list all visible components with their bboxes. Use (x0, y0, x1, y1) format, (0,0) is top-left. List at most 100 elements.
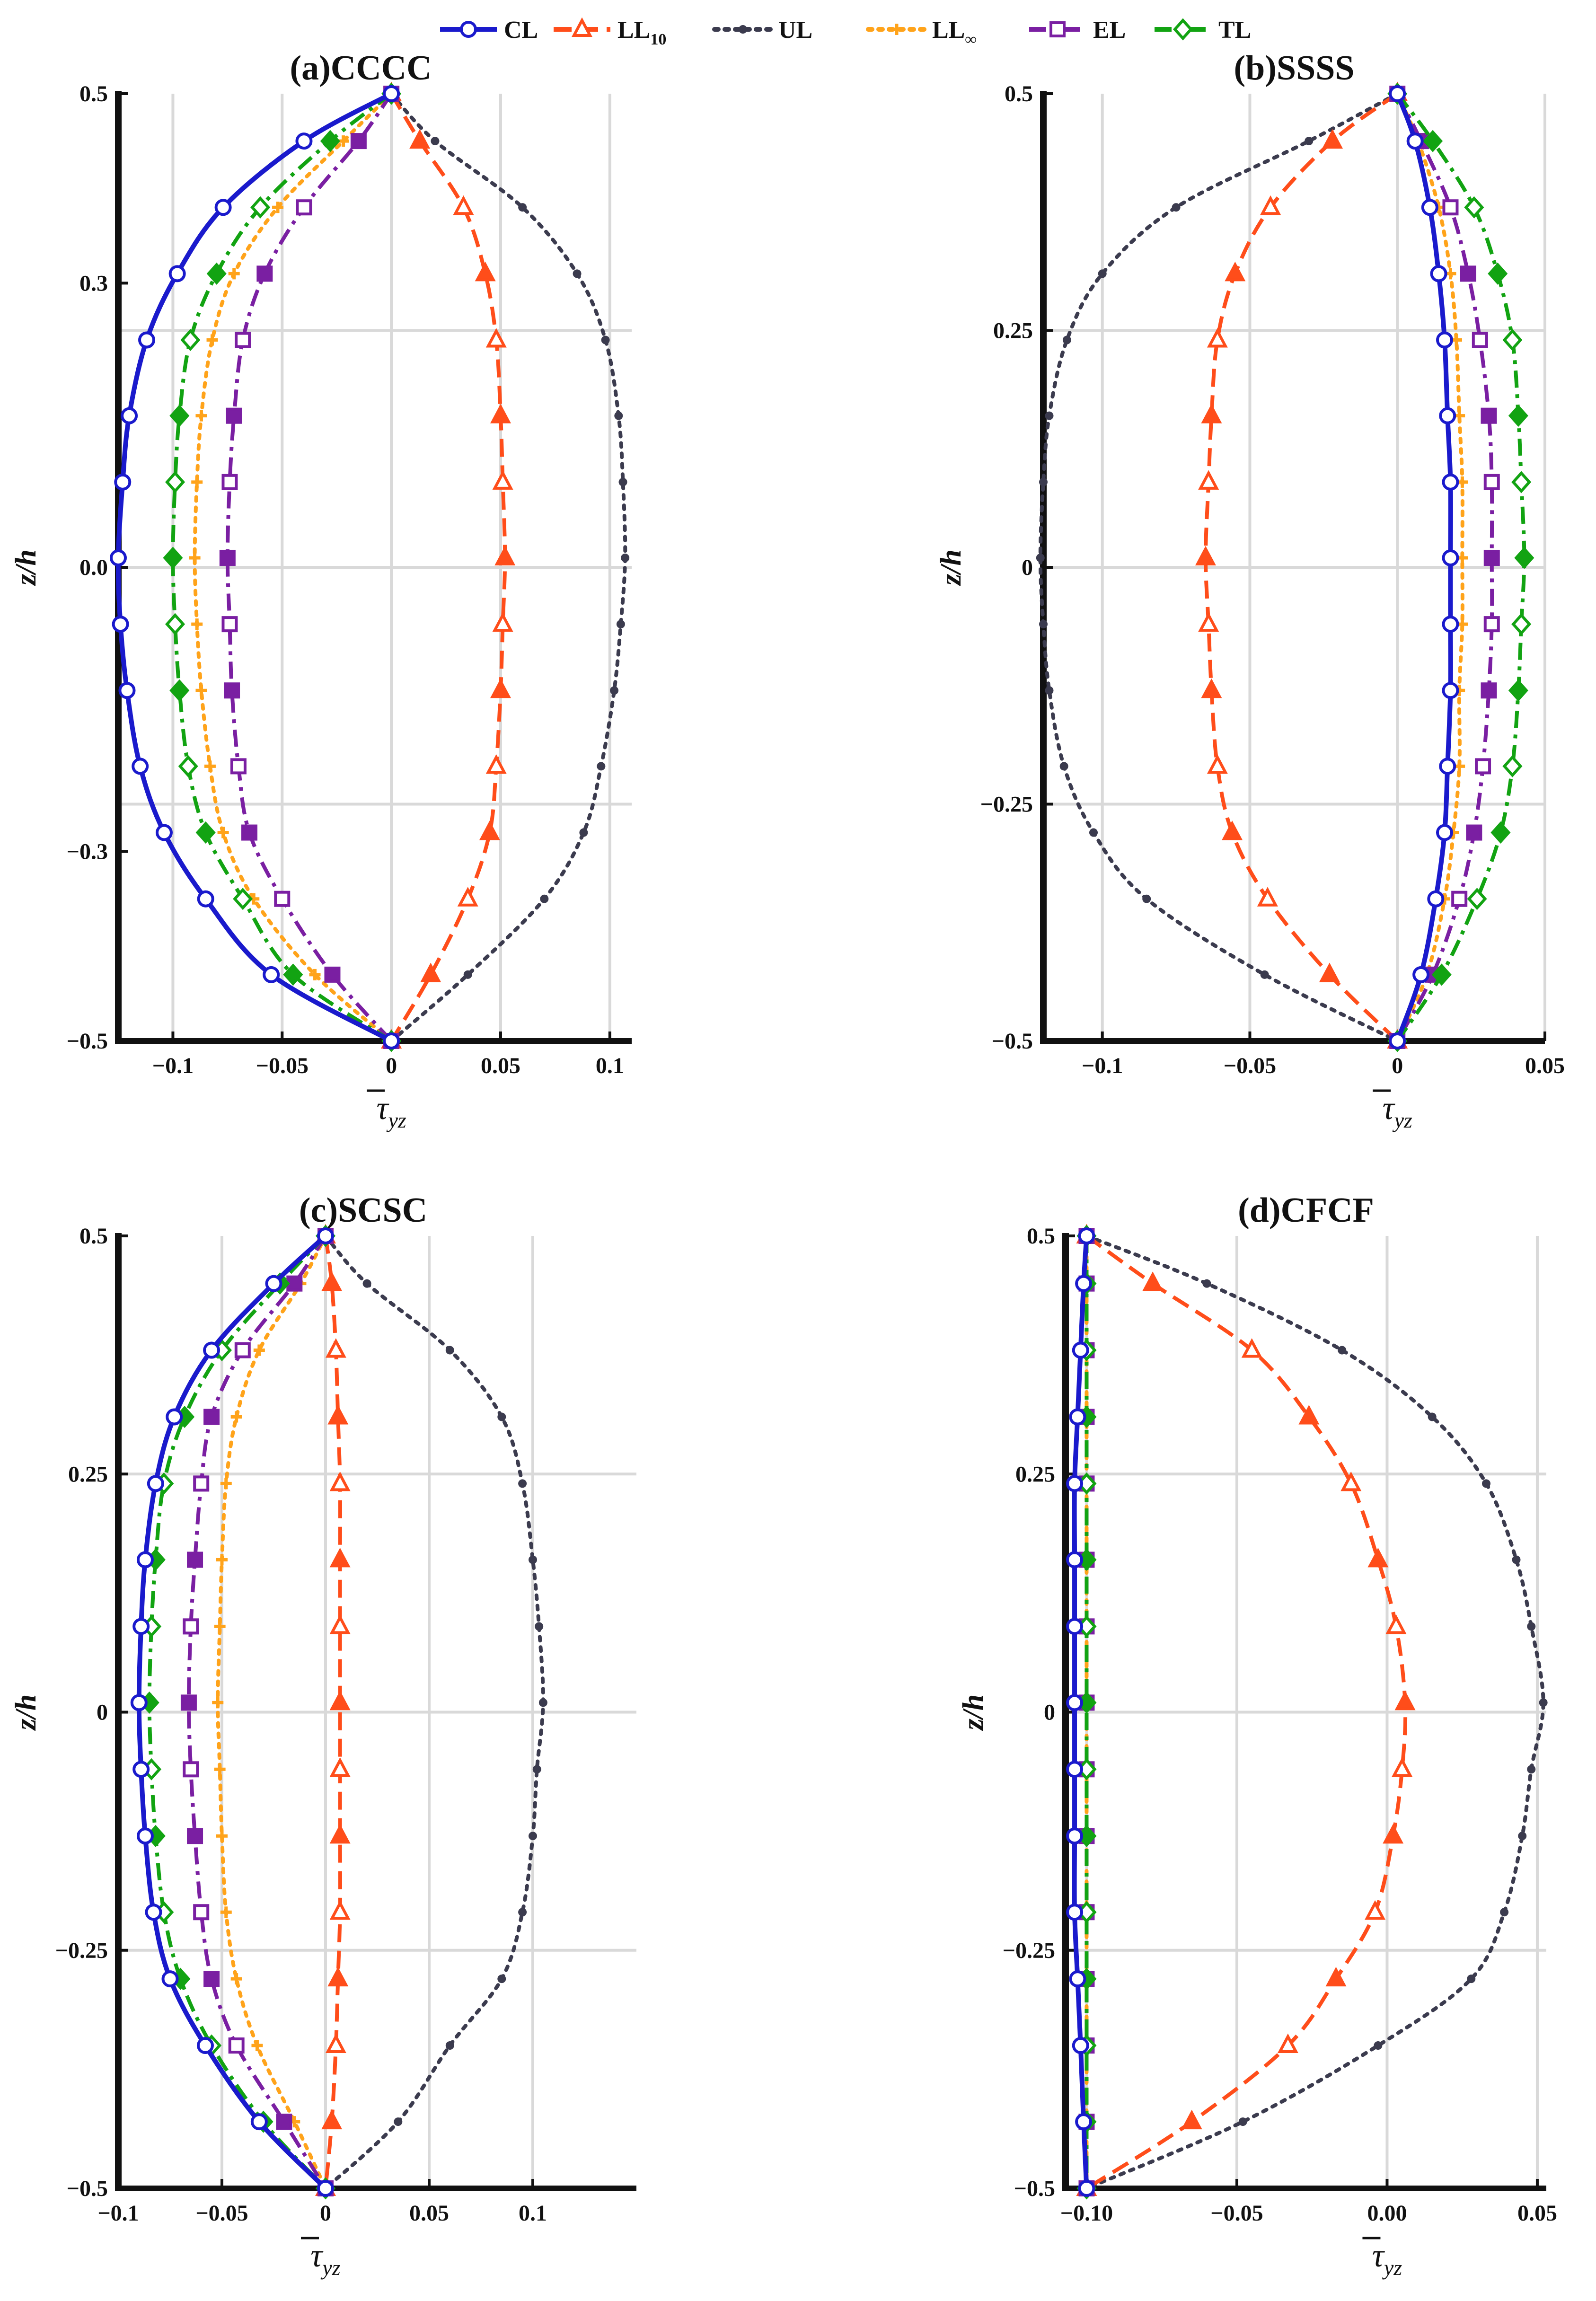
data-point (189, 552, 201, 564)
data-point (1039, 477, 1048, 486)
data-point (1036, 553, 1045, 562)
y-tick-label: 0 (1022, 555, 1033, 580)
legend-label: UL (778, 17, 812, 44)
data-point (1539, 1698, 1548, 1707)
data-point (321, 1271, 343, 1291)
data-point (1066, 1827, 1084, 1845)
data-point (1322, 129, 1343, 149)
data-point (1502, 329, 1523, 352)
series-cl (1066, 1227, 1095, 2197)
legend-marker (891, 24, 902, 35)
data-point (394, 2117, 403, 2126)
data-point (485, 328, 507, 348)
y-tick-label: 0.5 (79, 1224, 108, 1249)
series-tl (163, 82, 402, 1052)
data-point (1482, 1479, 1490, 1488)
x-axis-label-symbol: τ (310, 2238, 324, 2274)
data-point (183, 1761, 199, 1778)
data-point (180, 329, 201, 352)
y-tick-label: −0.5 (67, 1029, 108, 1054)
data-point (320, 130, 340, 152)
data-point (1511, 613, 1532, 635)
data-point (420, 962, 441, 982)
x-tick-label: 0.05 (1525, 1053, 1565, 1078)
series-cl (1389, 85, 1459, 1049)
data-point (253, 1344, 265, 1356)
data-point (178, 755, 198, 777)
y-tick-label: −0.5 (1014, 2176, 1055, 2201)
data-point (1389, 85, 1406, 102)
data-point (497, 1412, 506, 1421)
data-point (216, 1554, 228, 1566)
data-point (601, 335, 610, 344)
x-axis-label-sub: yz (1393, 1108, 1412, 1132)
y-tick-label: −0.25 (1003, 1938, 1055, 1963)
data-point (1207, 754, 1228, 774)
data-point (1460, 265, 1476, 282)
chart-panel-4: −0.10 −0.05 0.00 0.05 −0.5 −0.25 0 0.25 0.5 (d)CF… (957, 1191, 1557, 2280)
data-point (112, 616, 129, 633)
series-line (1395, 92, 1526, 1042)
data-point (535, 1622, 544, 1631)
chart-title: (c)SCSC (299, 1191, 427, 1230)
legend-marker (1173, 18, 1193, 41)
data-point (1421, 199, 1438, 216)
data-point (250, 2113, 268, 2131)
data-point (130, 1694, 148, 1711)
data-point (226, 407, 242, 424)
data-point (1062, 335, 1071, 344)
plot-area (1066, 1224, 1548, 2200)
data-point (187, 1552, 203, 1568)
data-point (193, 1475, 210, 1492)
data-point (329, 1900, 351, 1920)
panels: −0.1 −0.05 0 0.05 0.1 −0.5 −0.3 0.0 0.3 0.5 (a)CCC… (10, 49, 1565, 2280)
x-tick-label: −0.05 (1224, 1053, 1276, 1078)
data-point (329, 1471, 351, 1491)
data-point (214, 1621, 226, 1632)
data-point (147, 1475, 164, 1492)
data-point (1442, 682, 1459, 699)
data-point (1512, 1555, 1521, 1564)
x-axis-label: τyz (376, 1090, 406, 1132)
data-point (497, 1975, 506, 1984)
data-point (1340, 1471, 1362, 1491)
data-point (1066, 1904, 1084, 1921)
legend-label-main: UL (778, 17, 812, 44)
data-point (538, 1698, 547, 1707)
data-point (1142, 1271, 1164, 1291)
data-point (1439, 407, 1456, 424)
legend-marker (460, 21, 477, 38)
data-point (1464, 196, 1484, 219)
x-tick-label: 0.05 (409, 2201, 449, 2226)
data-point (1207, 328, 1228, 348)
data-point (1066, 1694, 1084, 1711)
plot-area (1036, 81, 1534, 1052)
data-point (1172, 203, 1181, 212)
data-point (518, 203, 527, 212)
data-point (221, 474, 238, 490)
data-point (1483, 549, 1500, 566)
gridlines (1066, 1236, 1546, 2188)
data-point (1367, 1548, 1389, 1568)
data-point (329, 1690, 351, 1710)
data-point (1298, 1405, 1320, 1425)
data-point (1502, 755, 1523, 777)
legend-label-main: CL (504, 17, 538, 44)
chart-title: (d)CFCF (1238, 1191, 1374, 1230)
x-tick-label: 0.05 (481, 1053, 520, 1078)
data-point (518, 1479, 527, 1488)
data-point (283, 963, 303, 986)
data-point (168, 265, 186, 282)
data-point (230, 758, 247, 775)
data-point (1483, 474, 1500, 490)
data-point (241, 824, 258, 841)
data-point (169, 405, 190, 427)
legend: CL LL10 UL LL∞ EL TL (440, 17, 1251, 48)
gridlines (118, 94, 632, 1041)
data-point (485, 754, 507, 774)
data-point (1442, 549, 1459, 566)
data-point (573, 269, 582, 278)
data-point (1394, 1690, 1416, 1710)
x-tick-label: 0 (1392, 1053, 1403, 1078)
data-point (1527, 1765, 1536, 1774)
